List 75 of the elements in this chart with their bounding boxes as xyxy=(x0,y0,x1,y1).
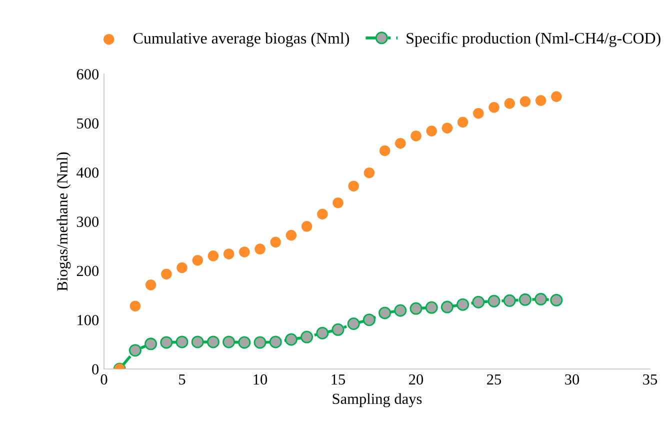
point xyxy=(410,302,422,315)
point xyxy=(426,126,437,136)
point xyxy=(362,314,376,326)
x-tick-label: 15 xyxy=(332,374,346,385)
point xyxy=(394,304,407,317)
point xyxy=(161,268,172,280)
x-tick-label: 25 xyxy=(487,374,502,385)
point xyxy=(270,236,281,248)
point xyxy=(286,230,297,241)
point xyxy=(442,122,453,134)
point xyxy=(535,95,546,106)
point xyxy=(144,338,158,350)
point xyxy=(456,298,470,311)
point xyxy=(550,294,563,306)
x-tick-label: 5 xyxy=(179,374,186,385)
x-tick-label: 35 xyxy=(643,374,658,385)
legend-label: Cumulative average biogas (Nml) xyxy=(133,32,349,47)
point xyxy=(145,280,156,290)
point xyxy=(378,306,392,320)
point xyxy=(504,98,515,109)
point xyxy=(284,333,298,346)
point xyxy=(208,250,219,262)
point xyxy=(518,293,532,306)
y-tick-label: 300 xyxy=(76,216,99,227)
legend-label: Specific production (Nml-CH4/g-COD) xyxy=(406,32,660,47)
point xyxy=(488,102,500,113)
y-tick-label: 200 xyxy=(76,266,99,276)
point xyxy=(176,262,188,274)
point xyxy=(332,197,344,208)
point xyxy=(254,336,266,349)
point xyxy=(410,130,422,142)
y-axis-title: Biogas/methane (Nml) xyxy=(56,152,71,291)
point xyxy=(488,294,500,308)
point xyxy=(473,108,484,119)
point xyxy=(191,336,204,348)
point xyxy=(206,336,220,348)
point xyxy=(534,292,548,306)
point xyxy=(347,318,360,330)
point xyxy=(301,221,312,232)
x-tick-label: 10 xyxy=(254,374,268,385)
point xyxy=(130,300,141,312)
y-tick-label: 100 xyxy=(78,314,99,326)
point xyxy=(316,326,329,340)
y-tick-label: 400 xyxy=(76,167,99,178)
y-tick-label: 600 xyxy=(76,69,99,80)
point xyxy=(425,301,438,314)
point xyxy=(254,244,266,254)
point xyxy=(222,336,236,348)
point xyxy=(472,296,485,308)
point xyxy=(348,180,359,192)
point xyxy=(395,138,406,149)
point xyxy=(300,330,314,344)
point xyxy=(239,246,250,258)
point xyxy=(503,294,516,307)
x-tick-label: 0 xyxy=(100,374,108,385)
point xyxy=(176,336,188,348)
y-tick-label: 0 xyxy=(92,364,99,374)
x-axis-title: Sampling days xyxy=(332,393,422,408)
y-tick-label: 500 xyxy=(77,118,99,129)
x-tick-label: 20 xyxy=(409,374,424,385)
point xyxy=(128,344,142,357)
point xyxy=(317,208,328,220)
point xyxy=(520,96,531,107)
point xyxy=(364,167,375,178)
point xyxy=(457,116,468,128)
point xyxy=(160,336,173,349)
point xyxy=(551,91,562,102)
point xyxy=(332,323,344,336)
x-tick-label: 30 xyxy=(565,374,580,385)
point xyxy=(379,145,390,156)
point xyxy=(269,336,282,348)
point xyxy=(238,336,251,349)
point xyxy=(223,248,234,260)
point xyxy=(192,254,203,266)
point xyxy=(440,300,454,314)
